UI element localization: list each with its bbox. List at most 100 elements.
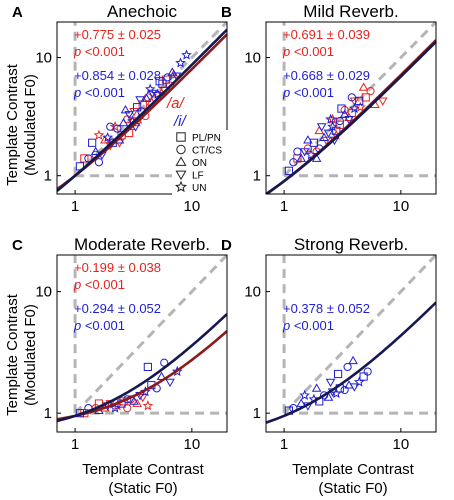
y-axis-label-bottom-line2: (Modulated F0) bbox=[22, 304, 39, 406]
fit-line bbox=[266, 40, 436, 194]
panel-title: Anechoic bbox=[107, 2, 177, 21]
y-tick-label: 10 bbox=[35, 50, 52, 67]
data-point bbox=[175, 57, 186, 68]
plot-area bbox=[266, 255, 436, 424]
data-point bbox=[303, 135, 313, 144]
data-point bbox=[305, 149, 317, 160]
data-point bbox=[141, 93, 152, 102]
data-point bbox=[311, 383, 322, 392]
p-value-annotation: p <0.001 bbox=[73, 44, 125, 59]
p-value-annotation: p <0.001 bbox=[73, 85, 125, 100]
plot-area bbox=[266, 22, 436, 194]
p-value-annotation: p <0.001 bbox=[282, 85, 334, 100]
data-point bbox=[284, 166, 294, 175]
y-axis-label-top-line2: (Modulated F0) bbox=[22, 74, 39, 176]
data-point bbox=[316, 123, 327, 132]
panel-title: Strong Reverb. bbox=[294, 235, 408, 254]
fit-line bbox=[57, 28, 227, 192]
data-point bbox=[84, 154, 93, 163]
panel-c: C Moderate Reverb. 1 10 1 10 +0.199 ± 0.038 p <… bbox=[12, 235, 228, 453]
data-point bbox=[358, 82, 369, 91]
x-tick-label: 1 bbox=[71, 198, 79, 215]
data-point bbox=[152, 88, 164, 99]
data-point bbox=[171, 365, 183, 377]
legend-symbol bbox=[174, 180, 188, 193]
data-point bbox=[296, 153, 306, 162]
slope-annotation: +0.378 ± 0.052 bbox=[283, 301, 370, 316]
panel-letter: A bbox=[12, 4, 23, 21]
x-tick-label: 1 bbox=[71, 436, 79, 453]
data-point bbox=[118, 117, 129, 127]
data-point bbox=[348, 355, 358, 365]
p-value-annotation: p <0.001 bbox=[282, 318, 334, 333]
panel-letter: D bbox=[221, 237, 232, 254]
panel-letter: C bbox=[12, 237, 23, 254]
data-point bbox=[340, 385, 349, 395]
x-tick-label: 10 bbox=[393, 198, 410, 215]
data-point bbox=[158, 79, 167, 88]
data-point bbox=[359, 372, 368, 381]
x-axis-label-left-line2: (Static F0) bbox=[108, 480, 177, 497]
slope-annotation: +0.691 ± 0.039 bbox=[283, 27, 370, 42]
data-point bbox=[289, 158, 298, 167]
data-point bbox=[377, 97, 388, 106]
data-point bbox=[293, 147, 302, 156]
x-tick-label: 10 bbox=[184, 198, 201, 215]
y-axis-label-top-line1: Template Contrast bbox=[4, 63, 21, 186]
data-point bbox=[132, 398, 142, 407]
data-point bbox=[325, 113, 336, 124]
vowel-i-label: /i/ bbox=[173, 113, 188, 130]
data-point bbox=[325, 378, 336, 388]
data-point bbox=[337, 104, 346, 113]
legend-label: PL/PN bbox=[192, 133, 221, 144]
x-axis-label-right-line2: (Static F0) bbox=[318, 480, 387, 497]
data-point bbox=[165, 378, 175, 388]
legend-symbol bbox=[176, 144, 186, 155]
vowel-a-label: /a/ bbox=[166, 95, 186, 112]
data-point bbox=[142, 400, 154, 411]
data-point bbox=[296, 398, 306, 407]
data-point bbox=[163, 73, 172, 82]
slope-annotation: +0.294 ± 0.052 bbox=[74, 301, 161, 316]
fit-line bbox=[266, 301, 436, 424]
x-tick-label: 1 bbox=[280, 198, 288, 215]
y-tick-label: 1 bbox=[44, 405, 52, 422]
data-point bbox=[80, 154, 89, 163]
data-point bbox=[323, 392, 334, 401]
panel-title: Moderate Reverb. bbox=[74, 235, 210, 254]
data-point bbox=[319, 132, 329, 142]
axes-frame bbox=[265, 21, 437, 195]
x-axis-label-right-line1: Template Contrast bbox=[292, 461, 415, 478]
data-point bbox=[144, 83, 156, 94]
data-point bbox=[353, 376, 365, 387]
data-point bbox=[135, 96, 145, 105]
slope-annotation: +0.775 ± 0.025 bbox=[74, 27, 161, 42]
data-point bbox=[167, 67, 178, 76]
data-point bbox=[106, 122, 115, 131]
data-point bbox=[299, 148, 310, 157]
data-point bbox=[323, 129, 334, 138]
data-point bbox=[88, 138, 97, 147]
panel-title: Mild Reverb. bbox=[303, 2, 398, 21]
p-value-annotation: p <0.001 bbox=[282, 44, 334, 59]
data-point bbox=[335, 116, 344, 126]
panel-d: D Strong Reverb. 1 10 1 10 +0.378 ± 0.052 p <0.… bbox=[221, 235, 437, 453]
slope-annotation: +0.854 ± 0.028 bbox=[74, 68, 161, 83]
y-tick-label: 10 bbox=[244, 284, 261, 301]
x-tick-label: 1 bbox=[280, 436, 288, 453]
data-point bbox=[123, 404, 132, 413]
legend-symbol bbox=[176, 132, 186, 142]
legend-label: CT/CS bbox=[192, 146, 222, 157]
y-tick-label: 1 bbox=[44, 168, 52, 185]
identity-line bbox=[74, 255, 227, 415]
axes-frame bbox=[265, 254, 437, 433]
x-tick-label: 10 bbox=[393, 436, 410, 453]
p-value-annotation: p <0.001 bbox=[73, 318, 125, 333]
identity-line bbox=[283, 22, 436, 177]
shared-labels: Template Contrast (Modulated F0) Templat… bbox=[4, 63, 415, 497]
data-point bbox=[333, 369, 343, 379]
y-axis-label-bottom-line1: Template Contrast bbox=[4, 293, 21, 416]
y-tick-label: 10 bbox=[35, 284, 52, 301]
